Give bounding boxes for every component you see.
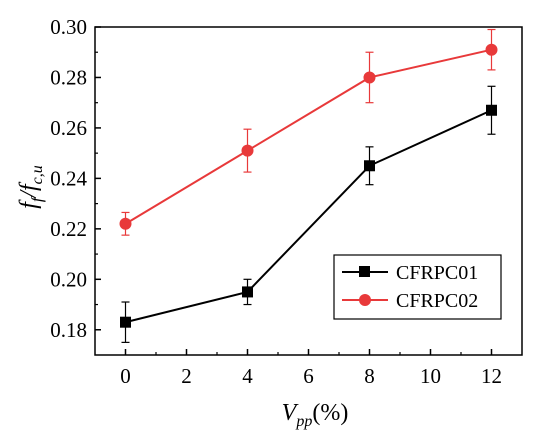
y-axis-ticks: 0.18 0.20 0.22 0.24 0.26 0.28 0.30 <box>50 15 101 342</box>
x-tick-label-12: 12 <box>481 364 502 388</box>
x-axis-label-main: V <box>282 400 299 426</box>
y-axis-label-sub2: c,u <box>29 165 46 184</box>
x-axis-label-suffix: (%) <box>312 400 348 426</box>
x-tick-label-2: 2 <box>181 364 192 388</box>
x-axis-label-sub: pp <box>295 413 312 430</box>
legend-marker-cfrpc02 <box>359 294 371 306</box>
data-point <box>364 160 375 172</box>
y-axis-label: ff/fc,u <box>16 165 46 209</box>
series-line-cfrpc01 <box>125 109 492 324</box>
data-point <box>242 286 253 298</box>
y-tick-label-1: 0.20 <box>50 267 87 291</box>
y-tick-label-2: 0.22 <box>50 217 87 241</box>
data-point <box>486 104 497 116</box>
series-line-cfrpc02 <box>124 48 492 225</box>
data-point <box>119 217 132 230</box>
x-tick-label-10: 10 <box>420 364 441 388</box>
data-point <box>363 71 376 84</box>
y-tick-label-3: 0.24 <box>50 166 87 190</box>
y-tick-label-0: 0.18 <box>50 318 87 342</box>
x-axis-label: Vpp(%) <box>282 400 349 430</box>
x-tick-label-4: 4 <box>242 364 253 388</box>
x-tick-label-0: 0 <box>120 364 131 388</box>
data-point <box>241 144 254 157</box>
y-axis-label-f2: f <box>16 181 42 191</box>
legend-marker-cfrpc01 <box>359 266 370 277</box>
x-tick-label-8: 8 <box>364 364 375 388</box>
series-layer <box>119 28 498 343</box>
x-axis-ticks: 0 2 4 6 8 10 12 <box>120 349 502 388</box>
legend-box <box>333 254 502 320</box>
x-tick-label-6: 6 <box>303 364 314 388</box>
y-tick-label-4: 0.26 <box>50 116 87 140</box>
series-cfrpc02 <box>119 28 498 236</box>
legend-label-cfrpc02: CFRPC02 <box>396 290 478 312</box>
legend-label-cfrpc01: CFRPC01 <box>396 262 478 284</box>
data-point <box>120 316 131 328</box>
data-point <box>485 43 498 56</box>
y-axis-label-f1: f <box>16 199 42 209</box>
y-tick-label-5: 0.28 <box>50 65 87 89</box>
series-cfrpc01 <box>120 85 497 343</box>
y-tick-label-6: 0.30 <box>50 15 87 39</box>
y-axis-label-sub1: f <box>29 195 46 202</box>
y-axis-label-sep: / <box>16 189 42 200</box>
legend: CFRPC01 CFRPC02 <box>333 254 502 320</box>
